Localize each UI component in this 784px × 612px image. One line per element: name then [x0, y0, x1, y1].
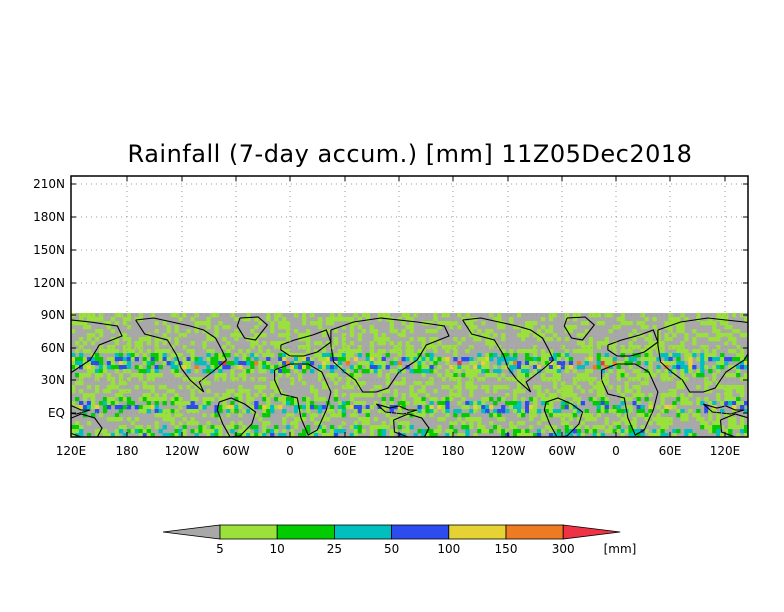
- continent-outline: [71, 405, 91, 415]
- colorbar-level-label: 100: [437, 542, 460, 556]
- colorbar-level-label: 300: [552, 542, 575, 556]
- colorbar-segment: [162, 524, 221, 540]
- continent-outline: [563, 316, 596, 341]
- continent-outline: [393, 413, 430, 437]
- continent-outline: [719, 413, 748, 437]
- continent-outline: [135, 317, 228, 393]
- continent-outline: [462, 317, 555, 393]
- continent-outline: [216, 397, 257, 437]
- y-tick-label: 210N: [33, 177, 65, 191]
- continent-outline: [702, 403, 745, 415]
- colorbar-level-label: 150: [495, 542, 518, 556]
- y-axis: EQ 30N 60N 90N 120N 150N 180N 210N: [33, 177, 748, 420]
- continent-outline: [601, 363, 659, 436]
- x-axis: 120E 180 120W 60W 0 60E 120E 180 120W 60W 0 60E 120E: [56, 176, 741, 458]
- y-tick-label: 120N: [33, 276, 65, 290]
- y-tick-label: 180N: [33, 210, 65, 224]
- continent-outline: [0, 330, 4, 356]
- colorbar-segment: [505, 524, 564, 540]
- x-tick-label: 60E: [659, 444, 682, 458]
- map-title: Rainfall (7-day accum.) [mm] 11Z05Dec201…: [127, 140, 693, 168]
- y-tick-label: 60N: [41, 341, 65, 355]
- continent-outline: [657, 317, 748, 393]
- continent-outline: [274, 363, 332, 436]
- colorbar-level-label: 50: [384, 542, 399, 556]
- colorbar-segment: [219, 524, 278, 540]
- x-tick-label: 60W: [548, 444, 575, 458]
- colorbar-segment: [448, 524, 507, 540]
- x-tick-label: 120E: [710, 444, 741, 458]
- colorbar: 5 10 25 50 100 150 300 [mm]: [162, 524, 637, 556]
- continent-outline: [0, 364, 4, 435]
- y-tick-label: EQ: [48, 406, 65, 420]
- colorbar-segment: [333, 524, 392, 540]
- x-tick-label: 120E: [56, 444, 87, 458]
- colorbar-segment: [391, 524, 450, 540]
- x-tick-label: 60W: [222, 444, 249, 458]
- continent-outline: [280, 329, 332, 357]
- colorbar-level-label: 25: [327, 542, 342, 556]
- y-tick-label: 90N: [41, 308, 65, 322]
- colorbar-level-label: 5: [216, 542, 224, 556]
- colorbar-unit-label: [mm]: [604, 542, 637, 556]
- colorbar-level-label: 10: [270, 542, 285, 556]
- x-tick-label: 180: [442, 444, 465, 458]
- x-tick-label: 120E: [384, 444, 415, 458]
- y-tick-label: 150N: [33, 243, 65, 257]
- plot-frame: [70, 175, 749, 438]
- x-tick-label: 60E: [334, 444, 357, 458]
- x-tick-label: 0: [286, 444, 294, 458]
- continent-outline: [607, 329, 659, 357]
- continent-outline: [375, 403, 418, 415]
- x-tick-label: 180: [116, 444, 139, 458]
- x-tick-label: 120W: [165, 444, 200, 458]
- y-tick-label: 30N: [41, 373, 65, 387]
- x-tick-label: 0: [612, 444, 620, 458]
- continent-outline: [236, 316, 269, 341]
- continent-outline: [71, 413, 103, 437]
- colorbar-segment: [562, 524, 621, 540]
- x-tick-label: 120W: [491, 444, 526, 458]
- continent-outline: [71, 319, 123, 375]
- continent-outline: [543, 397, 584, 437]
- colorbar-segment: [276, 524, 335, 540]
